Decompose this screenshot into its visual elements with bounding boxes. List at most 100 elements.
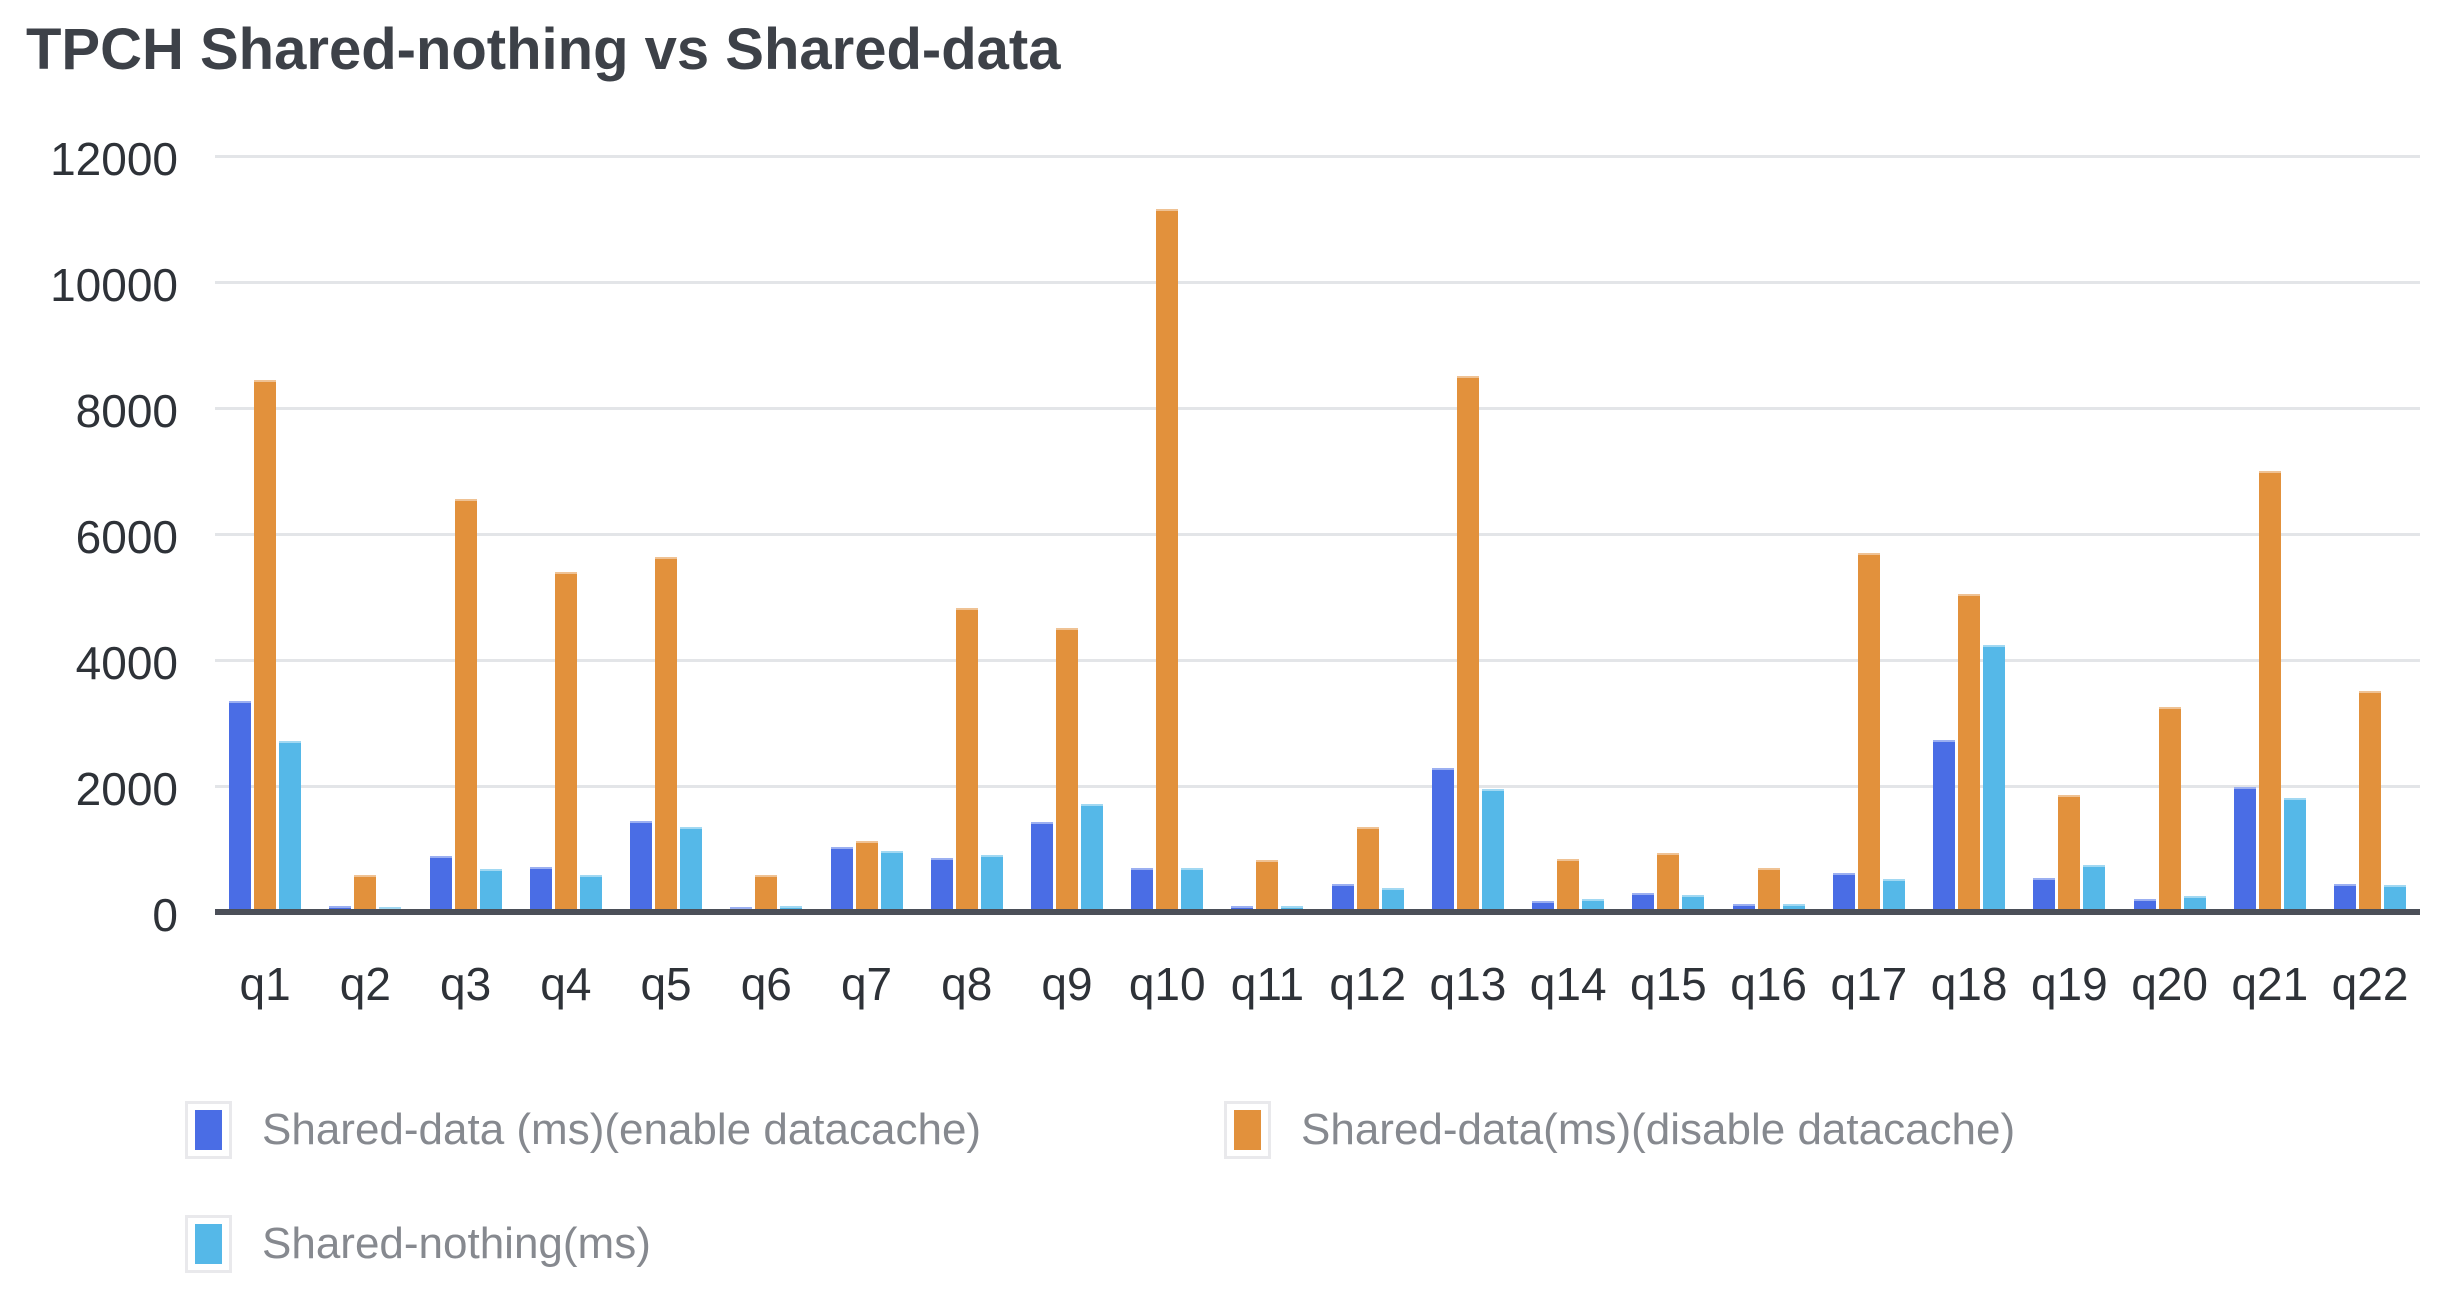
bar-q12-shared-data-enable-datacache[interactable] [1331,884,1354,915]
bar-group-q9 [1017,159,1117,915]
bar-group-q15 [1618,159,1718,915]
bar-q5-shared-data-enable-datacache[interactable] [630,821,653,915]
bar-q18-shared-data-enable-datacache[interactable] [1933,739,1956,915]
bar-q19-shared-data-disable-datacache[interactable] [2058,795,2081,915]
bar-q10-shared-data-disable-datacache[interactable] [1156,209,1179,915]
bar-group-q19 [2019,159,2119,915]
bar-q1-shared-nothing[interactable] [279,740,302,915]
legend-swatch-icon [195,1110,222,1150]
x-tick-label-q10: q10 [1128,958,1206,1010]
plot-area [215,155,2420,915]
bar-group-q21 [2220,159,2320,915]
bar-q12-shared-nothing[interactable] [1381,887,1404,915]
bar-q9-shared-data-disable-datacache[interactable] [1055,627,1078,915]
bar-q14-shared-data-disable-datacache[interactable] [1557,858,1580,915]
bar-group-q12 [1318,159,1418,915]
bar-q22-shared-data-enable-datacache[interactable] [2334,883,2357,915]
legend-label: Shared-data(ms)(disable datacache) [1301,1105,2016,1154]
bar-q18-shared-nothing[interactable] [1983,645,2006,915]
bar-group-q13 [1418,159,1518,915]
bar-q21-shared-nothing[interactable] [2283,798,2306,915]
bar-q4-shared-data-disable-datacache[interactable] [554,571,577,915]
bar-q13-shared-data-enable-datacache[interactable] [1431,768,1454,915]
bar-q5-shared-nothing[interactable] [680,827,703,915]
legend-item-shared-data-disable-datacache[interactable]: Shared-data(ms)(disable datacache) [1224,1098,2015,1162]
legend-swatch-icon [1234,1110,1261,1150]
bar-q7-shared-data-enable-datacache[interactable] [830,846,853,915]
bar-q8-shared-data-enable-datacache[interactable] [930,858,953,915]
bar-q3-shared-nothing[interactable] [479,869,502,915]
legend-label: Shared-data (ms)(enable datacache) [262,1105,982,1154]
bar-q22-shared-data-disable-datacache[interactable] [2359,691,2382,915]
x-tick-label-q4: q4 [540,958,592,1010]
bar-q4-shared-nothing[interactable] [579,875,602,915]
bar-q19-shared-data-enable-datacache[interactable] [2033,878,2056,915]
bar-q17-shared-data-disable-datacache[interactable] [1857,552,1880,915]
bar-q10-shared-data-enable-datacache[interactable] [1131,868,1154,915]
bar-q21-shared-data-disable-datacache[interactable] [2258,470,2281,915]
bar-group-q17 [1819,159,1919,915]
x-tick-label-q12: q12 [1329,958,1407,1010]
x-tick-label-q11: q11 [1230,958,1305,1010]
gridline-8000 [215,407,2420,410]
bar-q16-shared-data-disable-datacache[interactable] [1757,868,1780,915]
legend-marker-shared-nothing [185,1215,232,1273]
bar-q20-shared-data-disable-datacache[interactable] [2158,707,2181,915]
bar-q13-shared-nothing[interactable] [1481,789,1504,915]
bar-series-container [215,159,2420,915]
bar-q3-shared-data-enable-datacache[interactable] [429,856,452,915]
bar-group-q1 [215,159,315,915]
bar-q9-shared-data-enable-datacache[interactable] [1030,822,1053,915]
bar-q5-shared-data-disable-datacache[interactable] [655,557,678,915]
chart-title: TPCH Shared-nothing vs Shared-data [26,17,1061,82]
x-tick-label-q9: q9 [1041,958,1093,1010]
bar-group-q16 [1719,159,1819,915]
bar-q8-shared-data-disable-datacache[interactable] [955,607,978,915]
x-tick-label-q18: q18 [1930,958,2008,1010]
bar-q17-shared-data-enable-datacache[interactable] [1832,872,1855,915]
gridline-2000 [215,785,2420,788]
x-axis-line [215,909,2420,915]
y-tick-label-2000: 2000 [75,763,178,816]
legend-item-shared-data-enable-datacache[interactable]: Shared-data (ms)(enable datacache) [185,1098,981,1162]
bar-group-q8 [917,159,1017,915]
bar-q7-shared-data-disable-datacache[interactable] [855,840,878,915]
bar-q9-shared-nothing[interactable] [1080,804,1103,915]
bar-q4-shared-data-enable-datacache[interactable] [529,867,552,915]
legend-label: Shared-nothing(ms) [262,1219,651,1268]
bar-q19-shared-nothing[interactable] [2083,865,2106,915]
bar-q7-shared-nothing[interactable] [880,851,903,915]
bar-group-q18 [1919,159,2019,915]
bar-group-q11 [1217,159,1317,915]
bar-q1-shared-data-enable-datacache[interactable] [229,700,252,915]
bar-q11-shared-data-disable-datacache[interactable] [1256,859,1279,915]
bar-group-q14 [1518,159,1618,915]
bar-q8-shared-nothing[interactable] [980,854,1003,915]
x-tick-label-q19: q19 [2030,958,2108,1010]
legend-item-shared-nothing[interactable]: Shared-nothing(ms) [185,1212,651,1276]
bar-q17-shared-nothing[interactable] [1882,879,1905,915]
bar-q1-shared-data-disable-datacache[interactable] [254,379,277,915]
bar-q3-shared-data-disable-datacache[interactable] [454,499,477,915]
x-tick-label-q5: q5 [640,958,692,1010]
gridline-12000 [215,155,2420,158]
x-tick-label-q6: q6 [740,958,792,1010]
bar-q21-shared-data-enable-datacache[interactable] [2233,787,2256,915]
bar-q22-shared-nothing[interactable] [2384,884,2407,915]
legend-swatch-icon [195,1224,222,1264]
bar-q10-shared-nothing[interactable] [1181,867,1204,915]
bar-group-q10 [1117,159,1217,915]
bar-q15-shared-data-disable-datacache[interactable] [1657,853,1680,915]
y-tick-label-0: 0 [152,889,178,941]
y-axis: 0 2000 4000 6000 8000 10000 12000 [0,136,178,938]
y-tick-label-12000: 12000 [50,133,178,185]
bar-q6-shared-data-disable-datacache[interactable] [755,874,778,915]
bar-q13-shared-data-disable-datacache[interactable] [1456,376,1479,915]
y-tick-label-8000: 8000 [75,385,178,438]
bar-q2-shared-data-disable-datacache[interactable] [354,875,377,915]
bar-q12-shared-data-disable-datacache[interactable] [1356,826,1379,915]
bar-q18-shared-data-disable-datacache[interactable] [1958,593,1981,915]
bar-group-q6 [716,159,816,915]
x-tick-label-q16: q16 [1730,958,1807,1010]
